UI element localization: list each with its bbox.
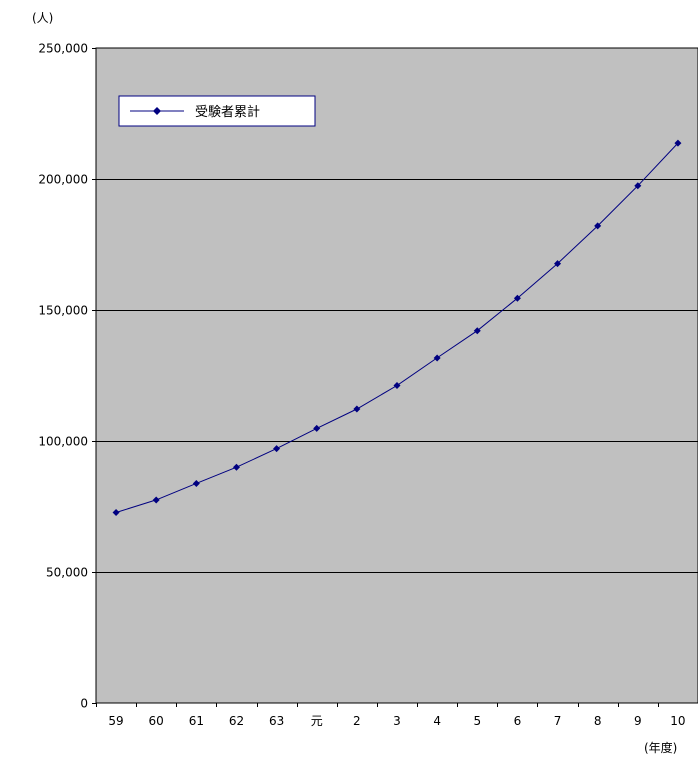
legend-series-label: 受験者累計: [195, 104, 260, 120]
data-point-marker: [513, 294, 521, 302]
y-tick-label: 200,000: [38, 173, 88, 187]
data-point-marker: [152, 496, 160, 504]
data-point-marker: [353, 405, 361, 413]
gridlines: [96, 179, 698, 573]
x-tick-label: 59: [108, 714, 123, 728]
data-point-marker: [634, 182, 642, 190]
data-point-marker: [674, 139, 682, 147]
x-tick-label: 10: [670, 714, 685, 728]
legend: 受験者累計: [118, 95, 316, 127]
data-point-marker: [473, 327, 481, 335]
data-point-marker: [232, 463, 240, 471]
legend-series-marker: [153, 107, 161, 115]
data-point-marker: [112, 509, 120, 517]
x-tick-label: 8: [594, 714, 602, 728]
x-tick-label: 2: [353, 714, 361, 728]
y-tick-label: 250,000: [38, 42, 88, 56]
x-tick-label: 61: [189, 714, 204, 728]
x-tick-label: 60: [149, 714, 164, 728]
data-point-marker: [273, 445, 281, 453]
data-point-marker: [192, 479, 200, 487]
y-tick-label: 100,000: [38, 435, 88, 449]
y-tick-label: 0: [80, 697, 88, 711]
x-tick-label: 62: [229, 714, 244, 728]
x-tick-label: 元: [311, 714, 323, 728]
x-tick-label: 7: [554, 714, 562, 728]
data-point-marker: [313, 424, 321, 432]
y-tick-label: 150,000: [38, 304, 88, 318]
x-axis: 59 60 61 62 63 元 2 3 4 5 6 7 8 9 10: [96, 703, 686, 728]
x-tick-label: 5: [473, 714, 481, 728]
plot-area: [95, 47, 698, 704]
data-point-marker: [554, 260, 562, 268]
data-point-marker: [433, 354, 441, 362]
y-axis: 0 50,000 100,000 150,000 200,000 250,000: [38, 42, 96, 711]
x-tick-label: 6: [514, 714, 522, 728]
x-tick-label: 63: [269, 714, 284, 728]
series-layer: [112, 139, 682, 517]
y-tick-label: 50,000: [46, 566, 88, 580]
data-point-marker: [393, 381, 401, 389]
x-tick-label: 4: [433, 714, 441, 728]
x-axis-unit-label: (年度): [644, 740, 677, 755]
y-axis-unit-label: (人): [32, 11, 53, 25]
x-tick-label: 3: [393, 714, 401, 728]
data-point-marker: [594, 222, 602, 230]
x-tick-label: 9: [634, 714, 642, 728]
